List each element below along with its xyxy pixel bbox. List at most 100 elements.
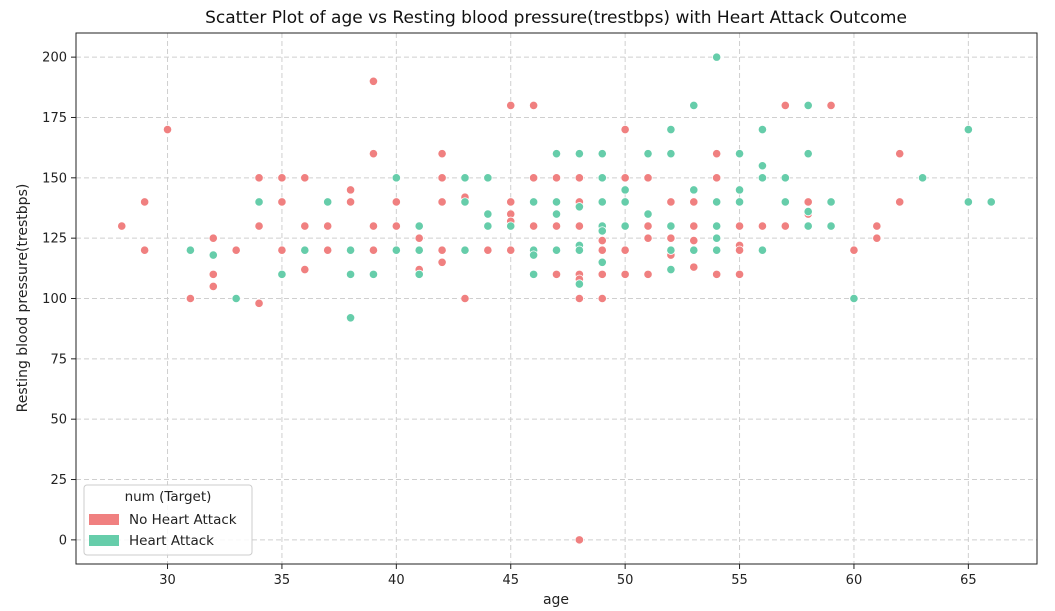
data-point: [666, 221, 676, 231]
data-point: [666, 149, 676, 159]
data-point: [277, 173, 287, 183]
data-point: [345, 197, 356, 207]
data-point: [643, 233, 653, 243]
data-point: [551, 269, 562, 279]
data-point: [185, 245, 196, 255]
data-point: [208, 281, 218, 292]
data-point: [323, 197, 333, 207]
data-point: [345, 245, 356, 255]
data-point: [597, 235, 607, 246]
data-point: [620, 221, 630, 231]
x-tick-label: 45: [502, 573, 519, 588]
y-axis-ticks: 0 25 50 75 100 125 150 175 200: [42, 51, 76, 548]
data-point: [323, 245, 333, 255]
data-point: [597, 173, 607, 183]
data-point: [666, 197, 676, 207]
data-point: [551, 221, 562, 231]
data-point: [231, 293, 241, 304]
data-point: [643, 209, 653, 219]
data-point: [620, 185, 630, 195]
data-point: [574, 173, 584, 183]
data-point: [460, 197, 470, 207]
data-point: [574, 245, 584, 255]
y-tick-label: 100: [42, 292, 67, 307]
data-point: [529, 221, 539, 231]
data-point: [414, 245, 424, 255]
data-point: [140, 245, 150, 255]
data-point: [689, 235, 699, 246]
series-heart-attack: [185, 52, 996, 323]
data-point: [300, 264, 310, 275]
y-tick-label: 75: [50, 352, 67, 367]
data-point: [574, 202, 584, 212]
data-point: [483, 173, 493, 183]
data-point: [666, 233, 676, 243]
data-point: [872, 221, 882, 231]
legend-swatch-no-heart-attack: [89, 514, 119, 525]
data-point: [757, 221, 768, 231]
data-point: [826, 197, 836, 207]
data-point: [689, 100, 699, 111]
data-point: [414, 221, 424, 231]
data-point: [391, 245, 401, 255]
data-point: [277, 245, 287, 255]
data-point: [574, 535, 584, 545]
data-point: [712, 245, 722, 255]
data-point: [757, 161, 768, 171]
data-point: [780, 100, 790, 111]
data-point: [734, 269, 745, 279]
data-point: [506, 221, 516, 231]
data-point: [872, 233, 882, 243]
data-point: [597, 197, 607, 207]
y-tick-label: 175: [42, 111, 67, 126]
data-point: [529, 173, 539, 183]
data-point: [757, 173, 768, 183]
data-point: [460, 245, 470, 255]
data-point: [986, 197, 996, 207]
data-point: [414, 269, 424, 279]
data-point: [391, 221, 401, 231]
data-point: [437, 245, 447, 255]
data-point: [963, 197, 973, 207]
data-point: [551, 173, 562, 183]
data-point: [620, 197, 630, 207]
x-axis-label: age: [543, 592, 569, 608]
legend-label-heart-attack: Heart Attack: [129, 533, 214, 549]
data-point: [803, 207, 813, 217]
data-point: [506, 245, 516, 255]
chart-title: Scatter Plot of age vs Resting blood pre…: [205, 8, 907, 28]
data-point: [780, 173, 790, 183]
data-point: [757, 245, 768, 255]
data-point: [254, 221, 264, 231]
data-point: [712, 269, 722, 279]
data-point: [300, 221, 310, 231]
data-point: [140, 197, 150, 207]
y-axis-label: Resting blood pressure(trestbps): [15, 184, 31, 413]
data-point: [620, 124, 630, 135]
data-point: [597, 149, 607, 159]
data-point: [506, 100, 516, 111]
data-point: [483, 221, 493, 231]
legend-swatch-heart-attack: [89, 535, 119, 546]
data-point: [643, 173, 653, 183]
data-point: [368, 245, 379, 255]
data-point: [574, 279, 584, 289]
data-point: [254, 197, 264, 207]
data-point: [368, 76, 379, 86]
data-point: [254, 298, 264, 308]
data-point: [231, 245, 241, 255]
legend-title: num (Target): [125, 489, 212, 505]
x-tick-label: 50: [617, 573, 634, 588]
data-point: [666, 245, 676, 255]
y-tick-label: 50: [50, 413, 67, 428]
data-point: [620, 245, 630, 255]
data-point: [597, 293, 607, 304]
data-point: [849, 293, 859, 304]
data-point: [712, 233, 722, 243]
data-point: [620, 269, 630, 279]
grid: [76, 33, 1037, 564]
data-point: [345, 269, 356, 279]
data-point: [712, 52, 722, 62]
data-point: [574, 221, 584, 231]
data-point: [643, 221, 653, 231]
